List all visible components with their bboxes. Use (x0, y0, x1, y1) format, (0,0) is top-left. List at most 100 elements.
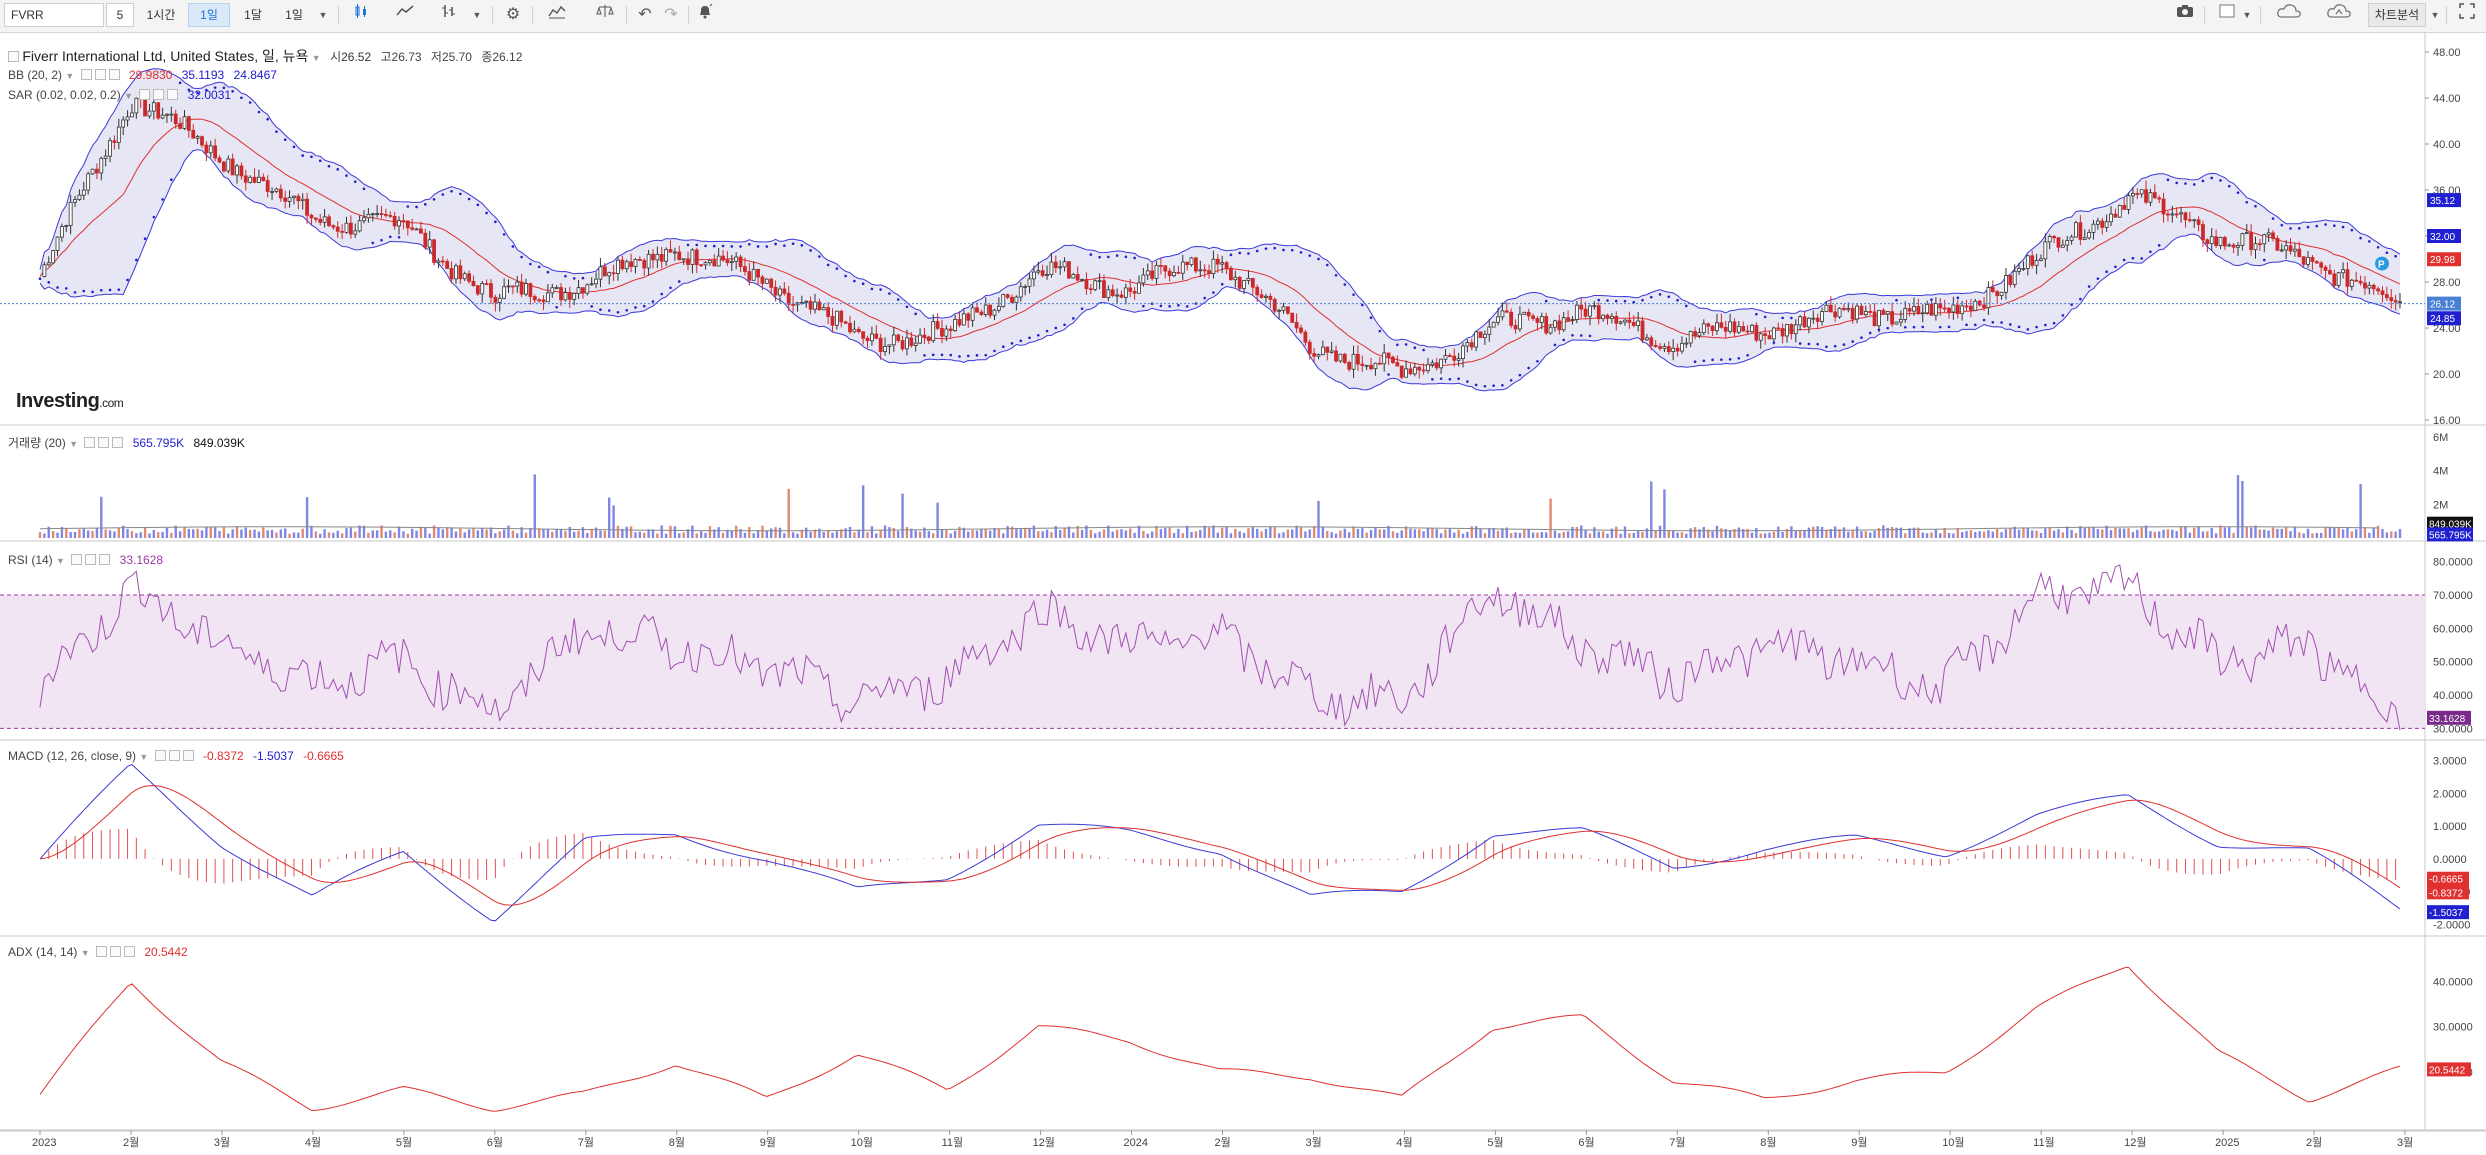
volume-bar (1207, 527, 1211, 538)
candle-body (760, 276, 765, 284)
rsi-close-icon[interactable] (99, 554, 111, 565)
volume-bar (380, 525, 383, 538)
candle-body (655, 253, 660, 261)
volume-bar (2368, 532, 2371, 538)
volume-bar (546, 529, 550, 538)
volume-bar (1956, 528, 1959, 538)
compare-scale-icon[interactable] (592, 3, 618, 27)
chart-type-caret-icon[interactable]: ▼ (472, 10, 482, 20)
redo-icon[interactable]: ↷ (664, 6, 678, 23)
symbol-search-input[interactable]: FVRR (4, 3, 104, 27)
sar-indicator-label[interactable]: SAR (0.02, 0.02, 0.2) (8, 88, 121, 102)
sar-dot (380, 238, 383, 242)
macd-hide-icon[interactable] (168, 750, 180, 761)
candle-body (1058, 266, 1063, 269)
settings-gear-icon[interactable]: ⚙ (505, 6, 521, 23)
volume-bar (47, 526, 50, 538)
chart-analysis-caret-icon[interactable]: ▼ (2430, 10, 2440, 20)
interval-input[interactable]: 5 (106, 3, 134, 27)
volume-bar (1895, 527, 1898, 538)
layout-caret-icon[interactable]: ▼ (2242, 10, 2252, 20)
rsi-hide-icon[interactable] (85, 554, 97, 565)
interval-1d-button[interactable]: 1일 (188, 3, 230, 27)
sar-caret-icon[interactable]: ▼ (124, 91, 133, 101)
bb-hide-icon[interactable] (94, 69, 106, 80)
price-axis-tick: 40.00 (2433, 139, 2461, 151)
volume-bar (1540, 532, 1544, 538)
interval-1m-button[interactable]: 1달 (244, 8, 262, 22)
cloud-save-icon[interactable] (2272, 3, 2306, 27)
chart-canvas[interactable]: P48.0044.0040.0036.0032.0028.0024.0020.0… (0, 32, 2486, 1155)
rsi-settings-icon[interactable] (71, 554, 83, 565)
sar-settings-icon[interactable] (139, 89, 151, 100)
sar-dot (1614, 299, 1618, 303)
volume-caret-icon[interactable]: ▼ (69, 439, 79, 449)
adx-close-icon[interactable] (123, 946, 135, 957)
volume-bar (266, 530, 269, 538)
rsi-caret-icon[interactable]: ▼ (56, 556, 65, 566)
rsi-indicator-label[interactable]: RSI (14) (8, 553, 53, 567)
candle-body (1180, 261, 1185, 274)
volume-bar (1133, 532, 1136, 538)
interval-dropdown-caret-icon[interactable]: ▼ (318, 10, 328, 20)
volume-bar (2114, 527, 2117, 538)
macd-caret-icon[interactable]: ▼ (139, 752, 149, 762)
volume-close-icon[interactable] (112, 437, 124, 448)
macd-settings-icon[interactable] (154, 750, 166, 761)
volume-bar (275, 532, 278, 538)
sar-dot (2122, 258, 2126, 262)
volume-hide-icon[interactable] (98, 437, 110, 448)
position-marker-icon[interactable] (2375, 256, 2389, 271)
camera-icon[interactable] (2172, 3, 2198, 27)
collapse-pane-icon[interactable] (8, 51, 19, 62)
candle-body (2301, 256, 2306, 265)
interval-custom-button[interactable]: 1일 (285, 8, 303, 22)
volume-bar (1037, 531, 1040, 538)
volume-indicator-label[interactable]: 거래량 (20) (8, 436, 66, 450)
candle-body (1430, 362, 1435, 366)
adx-settings-icon[interactable] (95, 946, 107, 957)
bb-close-icon[interactable] (108, 69, 120, 80)
adx-indicator-label[interactable]: ADX (14, 14) (8, 945, 78, 959)
volume-bar (1150, 531, 1154, 538)
layout-icon[interactable] (2214, 3, 2240, 27)
volume-settings-icon[interactable] (84, 437, 96, 448)
candle-body (1947, 307, 1951, 313)
adx-hide-icon[interactable] (109, 946, 121, 957)
sar-dot (704, 244, 707, 248)
sar-dot (1325, 263, 1329, 267)
sar-dot (275, 130, 278, 133)
interval-1h-button[interactable]: 1시간 (146, 8, 176, 22)
candle-body (1338, 353, 1343, 362)
candle-body (449, 268, 454, 280)
bb-indicator-label[interactable]: BB (20, 2) (8, 68, 63, 82)
macd-close-icon[interactable] (182, 750, 194, 761)
undo-icon[interactable]: ↶ (638, 6, 652, 23)
sar-close-icon[interactable] (167, 89, 179, 100)
fullscreen-icon[interactable] (2454, 3, 2480, 27)
bb-caret-icon[interactable]: ▼ (65, 71, 75, 81)
alert-bell-icon[interactable] (692, 3, 718, 27)
volume-bar (726, 529, 729, 538)
bb-settings-icon[interactable] (80, 69, 92, 80)
title-dropdown-caret-icon[interactable]: ▼ (311, 53, 321, 63)
sar-hide-icon[interactable] (153, 89, 165, 100)
volume-bar (2131, 532, 2135, 538)
bar-type-icon[interactable] (436, 3, 462, 27)
chart-analysis-button[interactable]: 차트분석 (2368, 3, 2426, 27)
sar-dot (791, 242, 795, 246)
candle-body (1990, 287, 1995, 292)
price-tag-text: 35.12 (2430, 196, 2455, 207)
candlestick-icon[interactable] (348, 3, 374, 27)
candle-body (112, 140, 117, 143)
position-marker-label: P (2378, 260, 2385, 271)
adx-caret-icon[interactable]: ▼ (80, 948, 90, 958)
cloud-upload-icon[interactable] (2322, 3, 2356, 27)
line-chart-icon[interactable] (392, 3, 418, 27)
sar-dot (993, 349, 996, 353)
indicators-icon[interactable] (544, 3, 570, 27)
sar-dot (730, 245, 734, 248)
volume-bar (1536, 532, 1539, 538)
volume-bar (1479, 528, 1482, 538)
macd-indicator-label[interactable]: MACD (12, 26, close, 9) (8, 749, 137, 763)
